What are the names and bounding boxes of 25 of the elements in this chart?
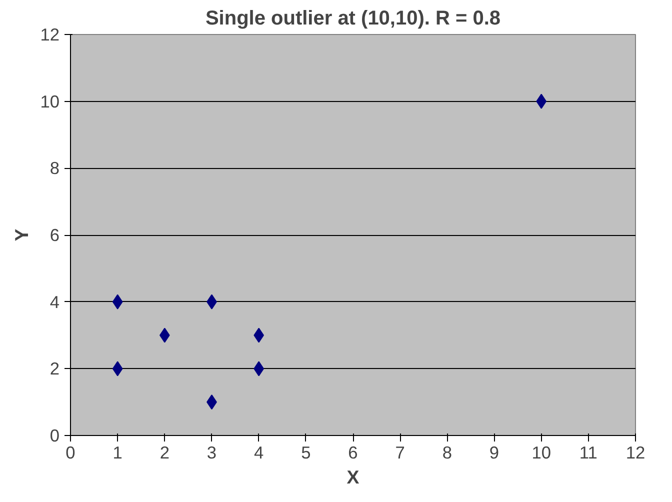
x-tick-label: 9 (489, 442, 500, 462)
x-axis-title: X (346, 466, 360, 488)
x-tick-label: 6 (348, 442, 358, 462)
y-tick-label: 2 (50, 358, 60, 379)
y-tick-label: 10 (40, 91, 60, 112)
y-tick-label: 6 (50, 225, 60, 245)
x-tick-label: 4 (254, 442, 264, 462)
x-tick-label: 1 (112, 442, 122, 462)
y-tick-label: 12 (40, 24, 60, 44)
y-tick-label: 8 (50, 158, 60, 178)
x-tick-label: 3 (206, 442, 217, 462)
point (112, 294, 123, 310)
x-tick-label: 5 (301, 442, 311, 462)
y-tick-label: 0 (50, 426, 60, 446)
y-tick-label: 4 (50, 292, 60, 312)
x-tick-label: 0 (66, 442, 76, 462)
y-axis-title: Y (11, 228, 32, 242)
x-tick-label: 11 (579, 442, 598, 462)
x-tick-label: 7 (395, 442, 405, 462)
x-tick-label: 2 (160, 442, 170, 462)
x-tick-label: 8 (442, 442, 452, 462)
chart-title: Single outlier at (10,10). R = 0.8 (205, 8, 501, 30)
x-tick-label: 10 (532, 442, 551, 462)
x-tick-label: 12 (626, 442, 646, 462)
point (112, 361, 123, 376)
